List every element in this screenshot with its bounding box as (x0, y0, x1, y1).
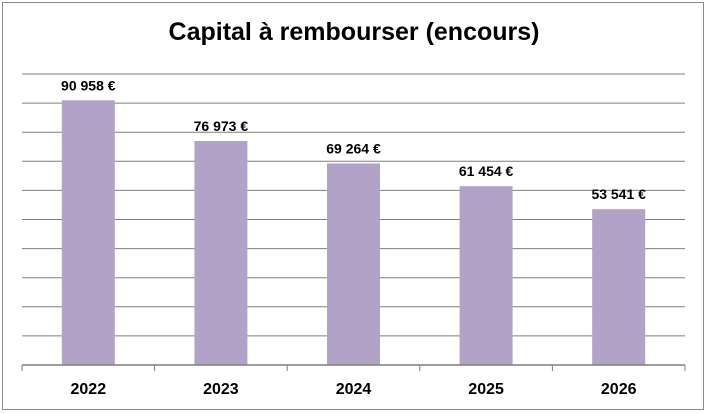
data-label-2024: 69 264 € (326, 140, 381, 156)
data-labels: 90 958 € 76 973 € 69 264 € 61 454 € 53 541 € (61, 77, 646, 202)
x-tick-label-2026: 2026 (601, 381, 637, 398)
chart-title: Capital à rembourser (encours) (168, 18, 540, 46)
data-label-2026: 53 541 € (591, 186, 646, 202)
bar-2024 (327, 163, 380, 365)
x-axis: 2022 2023 2024 2025 2026 (21, 364, 686, 398)
bar-2022 (61, 100, 115, 365)
data-label-2023: 76 973 € (194, 118, 249, 134)
bar-2026 (592, 209, 646, 365)
x-tick-label-2022: 2022 (71, 381, 107, 398)
bar-2023 (194, 141, 248, 365)
data-label-2022: 90 958 € (61, 77, 116, 93)
x-tick-label-2024: 2024 (336, 381, 372, 398)
data-label-2025: 61 454 € (459, 163, 514, 179)
x-tick-label-2023: 2023 (203, 381, 239, 398)
x-tick-label-2025: 2025 (468, 381, 504, 398)
bar-2025 (459, 186, 513, 365)
bars (61, 100, 646, 365)
